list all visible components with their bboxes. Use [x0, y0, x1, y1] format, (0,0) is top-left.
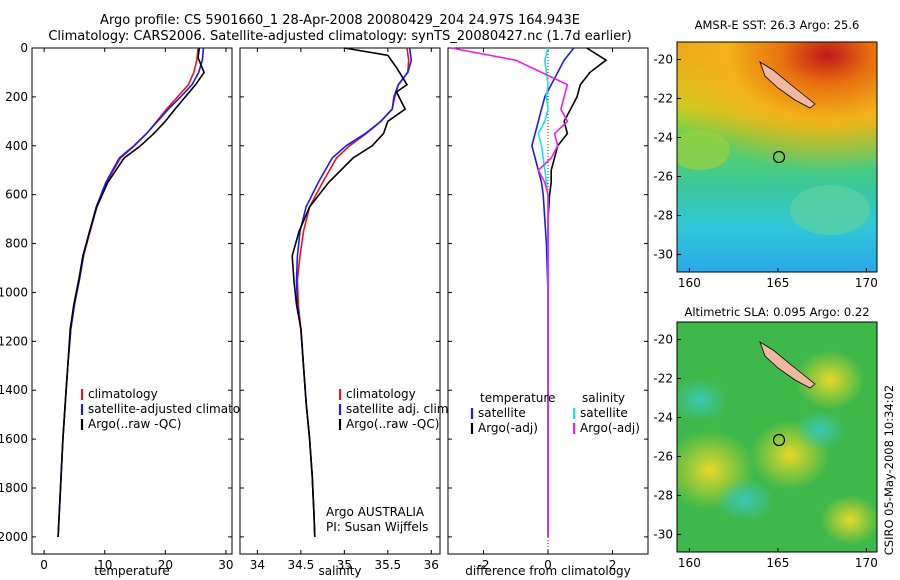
x-tick-label: 34	[250, 558, 265, 572]
sst-map-title: AMSR-E SST: 26.3 Argo: 25.6	[695, 18, 860, 32]
x-axis-label: difference from climatology	[465, 564, 631, 578]
map-x-tick-label: 170	[855, 556, 878, 570]
x-tick-label: 36	[424, 558, 439, 572]
y-tick-label: 600	[5, 188, 28, 202]
y-tick-label: 0	[20, 41, 28, 55]
x-tick-label: 30	[218, 558, 233, 572]
map-y-tick-label: -22	[653, 92, 673, 106]
x-tick-label: 0	[544, 558, 552, 572]
legend-label: satellite	[478, 406, 526, 420]
series-line	[291, 47, 409, 537]
map-x-tick-label: 165	[766, 556, 789, 570]
chart-title-line2: Climatology: CARS2006. Satellite-adjuste…	[48, 29, 632, 44]
temperature-frame	[31, 47, 233, 555]
legend-label: Argo(..raw -QC)	[346, 417, 439, 431]
sla-map: Altimetric SLA: 0.095 Argo: 0.22 160 165 1…	[653, 305, 878, 570]
argo-position-marker	[772, 433, 786, 447]
legend-label: satellite-adjusted climatology	[88, 402, 266, 416]
y-tick-label: 1400	[0, 383, 28, 397]
map-y-tick-label: -20	[653, 53, 673, 67]
x-tick-label: 10	[97, 558, 112, 572]
annotation-text: Argo AUSTRALIA	[326, 505, 425, 519]
legend-label: satellite adj. clim.	[346, 402, 452, 416]
temperature-panel: 0 10 20 30 temperature 0 200 400 600 800 1000 1200 1…	[0, 41, 266, 578]
legend-label: Argo(..raw -QC)	[88, 417, 181, 431]
x-tick-label: 34.5	[288, 558, 315, 572]
map-y-tick-label: -24	[653, 411, 673, 425]
map-y-tick-label: -30	[653, 247, 673, 261]
x-tick-label: 2	[609, 558, 617, 572]
map-y-tick-label: -26	[653, 169, 673, 183]
y-tick-label: 1000	[0, 285, 28, 299]
series-line	[57, 47, 206, 537]
y-tick-label: 800	[5, 237, 28, 251]
map-x-tick-label: 160	[678, 276, 701, 290]
legend-label: climatology	[88, 387, 158, 401]
map-x-tick-label: 170	[855, 276, 878, 290]
legend-label: temperature	[480, 391, 555, 405]
map-x-tick-label: 160	[678, 556, 701, 570]
x-tick-label: 35.5	[374, 558, 401, 572]
y-tick-label: 1200	[0, 334, 28, 348]
map-x-tick-label: 165	[766, 276, 789, 290]
legend-label: climatology	[346, 387, 416, 401]
legend-label: Argo(-adj)	[478, 421, 538, 435]
y-tick-label: 400	[5, 139, 28, 153]
x-axis-label: temperature	[94, 564, 169, 578]
map-y-tick-label: -20	[653, 333, 673, 347]
x-tick-label: 20	[158, 558, 173, 572]
y-tick-label: 1800	[0, 481, 28, 495]
salinity-frame	[239, 47, 441, 555]
annotation-text: PI: Susan Wijffels	[326, 520, 428, 534]
sst-map: AMSR-E SST: 26.3 Argo: 25.6 160 165 170 -20…	[653, 18, 877, 290]
x-axis-label: salinity	[318, 564, 361, 578]
legend-label: satellite	[580, 406, 628, 420]
argo-position-marker	[772, 150, 786, 164]
chart-title-line1: Argo profile: CS 5901660_1 28-Apr-2008 2…	[100, 13, 580, 28]
salinity-panel: 34 34.5 35 35.5 36 salinity climatologysatelli…	[239, 47, 452, 578]
x-tick-label: -2	[477, 558, 489, 572]
map-y-tick-label: -22	[653, 372, 673, 386]
legend-label: Argo(-adj)	[580, 421, 640, 435]
y-tick-label: 1600	[0, 432, 28, 446]
x-tick-label: 35	[337, 558, 352, 572]
x-tick-label: 0	[40, 558, 48, 572]
map-y-tick-label: -30	[653, 527, 673, 541]
series-line	[451, 47, 569, 537]
legend-label: salinity	[582, 391, 625, 405]
map-y-tick-label: -26	[653, 449, 673, 463]
map-y-tick-label: -28	[653, 488, 673, 502]
timestamp-stamp: CSIRO 05-May-2008 10:34:02	[882, 385, 896, 556]
map-y-tick-label: -24	[653, 131, 673, 145]
sla-map-title: Altimetric SLA: 0.095 Argo: 0.22	[684, 305, 869, 319]
y-tick-label: 2000	[0, 530, 28, 544]
y-tick-label: 200	[5, 90, 28, 104]
map-y-tick-label: -28	[653, 208, 673, 222]
